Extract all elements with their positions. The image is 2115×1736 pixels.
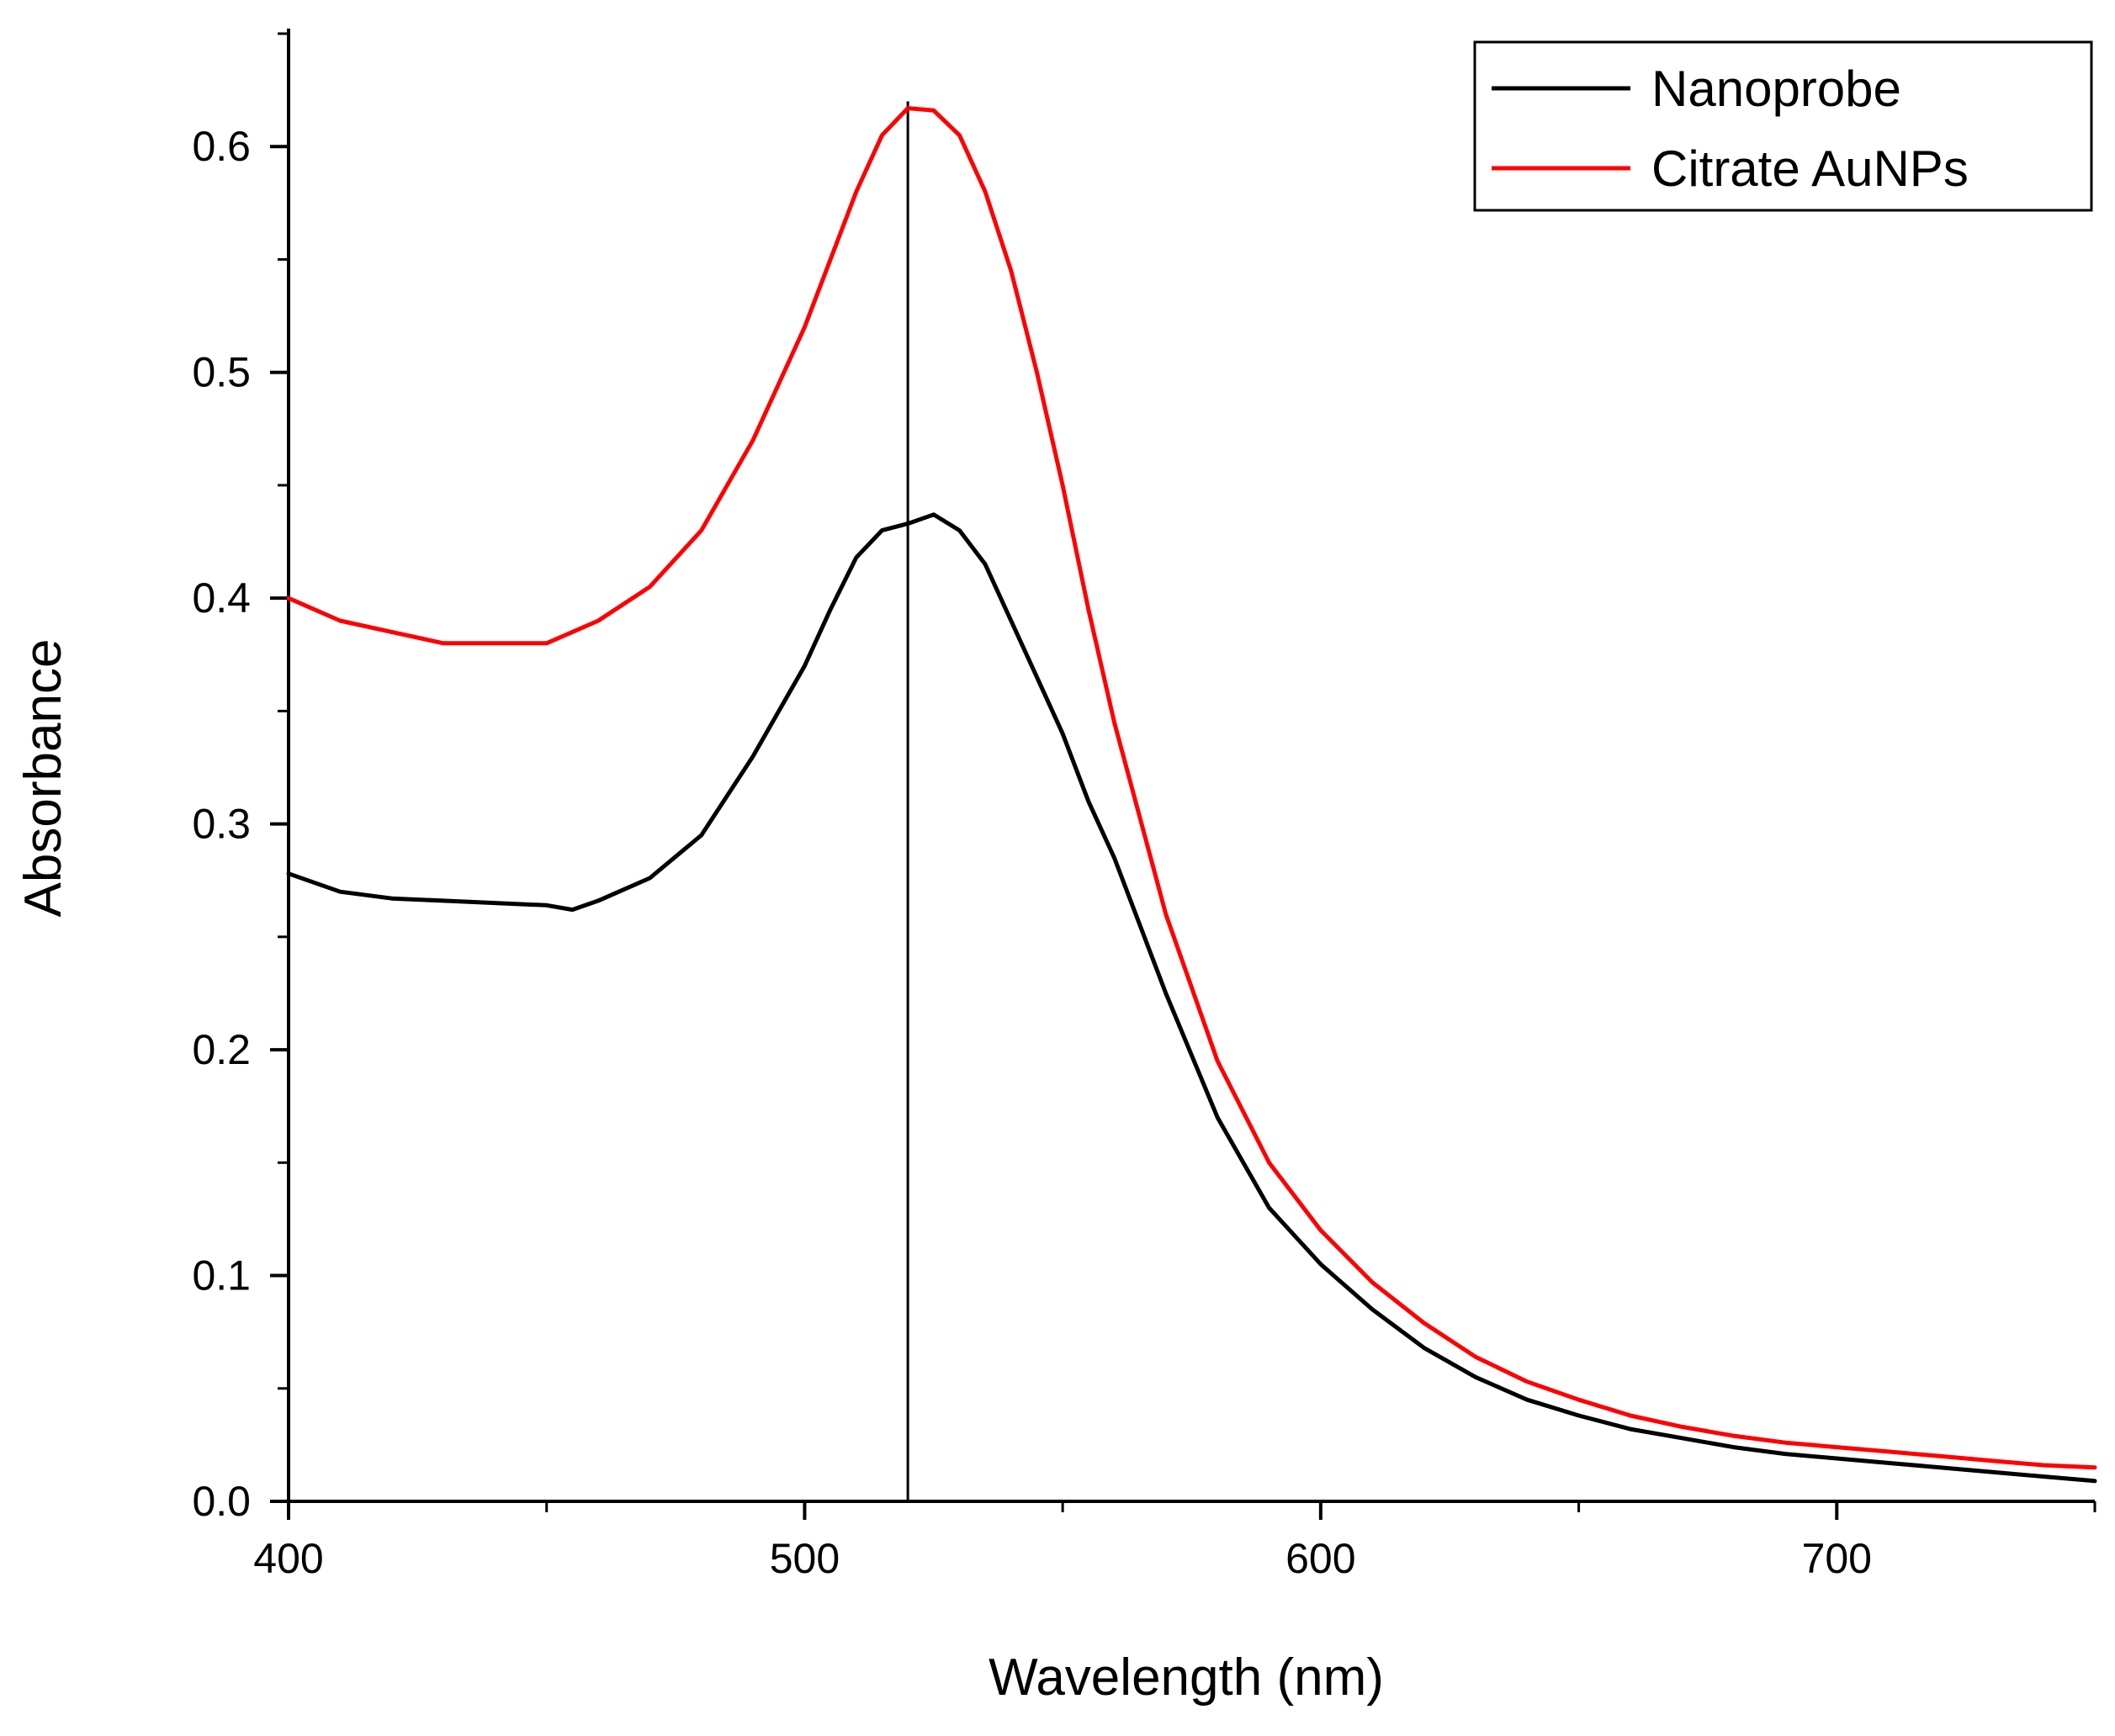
y-tick-label: 0.5 xyxy=(192,349,251,396)
y-tick-label: 0.2 xyxy=(192,1026,251,1073)
y-axis-title: Absorbance xyxy=(14,639,72,918)
series-line-nanoprobe xyxy=(286,512,2097,1484)
series-line-citrate-aunps xyxy=(286,106,2097,1470)
x-tick-label: 700 xyxy=(1802,1535,1872,1582)
y-tick-label: 0.0 xyxy=(192,1478,251,1525)
series-lines xyxy=(286,106,2097,1484)
y-tick-label: 0.4 xyxy=(192,574,251,622)
x-tick-label: 400 xyxy=(253,1535,323,1582)
legend-label: Citrate AuNPs xyxy=(1651,140,1969,197)
axes: 400 500 600 700 0.0 0.1 0.2 0.3 0.4 0.5 0.6 xyxy=(192,29,2096,1582)
y-tick-label: 0.6 xyxy=(192,123,251,170)
x-tick-label: 500 xyxy=(770,1535,840,1582)
x-axis-title: Wavelength (nm) xyxy=(989,1649,1384,1707)
legend-label: Nanoprobe xyxy=(1651,61,1901,117)
legend: Nanoprobe Citrate AuNPs xyxy=(1473,40,2093,212)
x-tick-label: 600 xyxy=(1285,1535,1355,1582)
y-tick-label: 0.3 xyxy=(192,801,251,848)
y-tick-label: 0.1 xyxy=(192,1252,251,1299)
legend-box xyxy=(1473,40,2093,212)
